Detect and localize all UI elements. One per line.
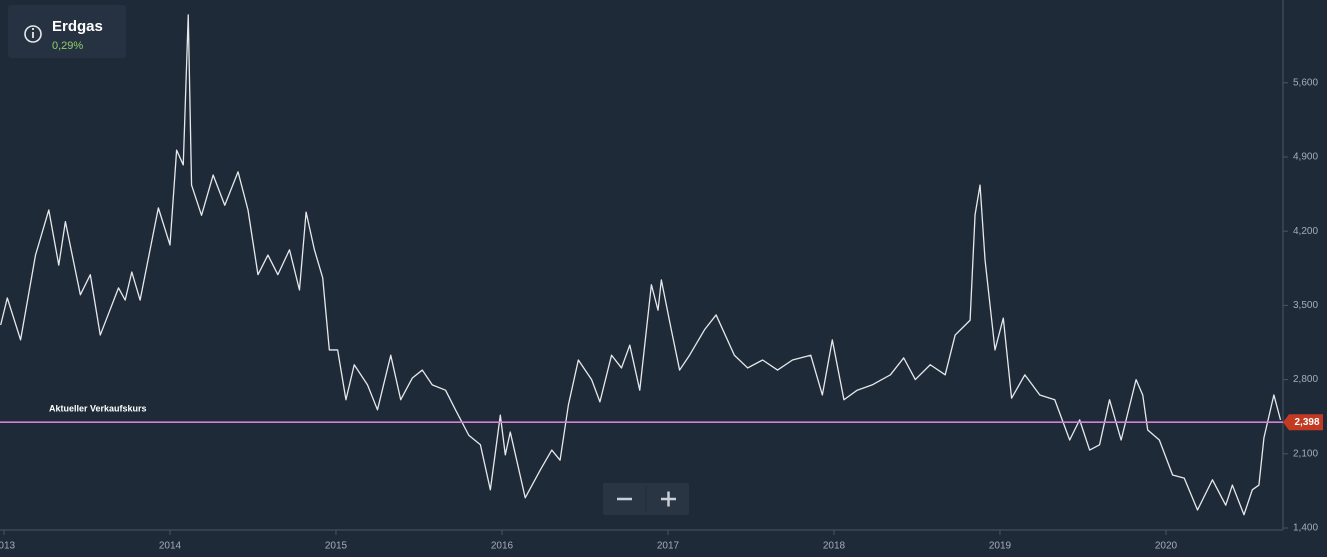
y-tick-label: 4,200 — [1293, 226, 1318, 237]
x-tick-label: 2016 — [491, 541, 514, 552]
info-icon[interactable] — [24, 25, 42, 43]
x-tick-label: 2013 — [0, 541, 16, 552]
instrument-name: Erdgas — [52, 18, 103, 35]
info-box — [8, 5, 126, 58]
price-badge — [1283, 414, 1323, 431]
price-line — [0, 14, 1282, 516]
x-tick-label: 2014 — [159, 541, 182, 552]
y-tick-label: 1,400 — [1293, 523, 1318, 534]
plot-area: 1,400 2,100 2,800 3,500 4,200 4,900 5,600 2013 2… — [0, 14, 1318, 552]
reference-label: Aktueller Verkaufskurs — [49, 404, 147, 414]
x-tick-label: 2020 — [1155, 541, 1178, 552]
x-tick-label: 2018 — [823, 541, 846, 552]
y-tick-label: 2,100 — [1293, 448, 1318, 459]
price-change: 0,29% — [52, 40, 83, 52]
info-icon — [31, 27, 35, 31]
x-tick-label: 2017 — [657, 541, 680, 552]
y-tick-label: 3,500 — [1293, 300, 1318, 311]
y-tick-label: 2,800 — [1293, 374, 1318, 385]
x-tick-label: 2019 — [989, 541, 1012, 552]
price-badge-label: 2,398 — [1294, 417, 1319, 428]
y-tick-label: 4,900 — [1293, 152, 1318, 163]
x-tick-label: 2015 — [325, 541, 348, 552]
y-tick-label: 5,600 — [1293, 77, 1318, 88]
